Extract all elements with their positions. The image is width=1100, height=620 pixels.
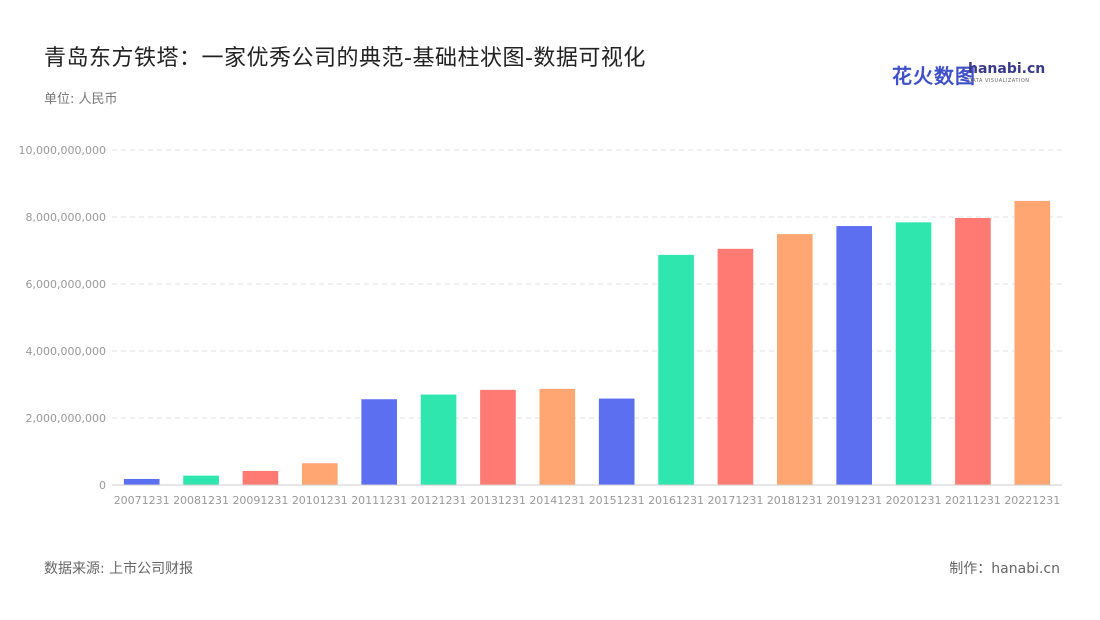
data-source: 数据来源: 上市公司财报 — [44, 561, 194, 577]
bar-20161231[interactable] — [658, 254, 694, 485]
y-tick-label: 2,000,000,000 — [26, 412, 106, 425]
bar-20101231[interactable] — [302, 463, 338, 485]
y-tick-label: 0 — [99, 479, 106, 492]
bar-20111231[interactable] — [361, 399, 397, 485]
x-axis-ticks: 20071231 20081231 20091231 20101231 20111231… — [114, 494, 1061, 507]
x-tick-label: 20161231 — [648, 494, 704, 507]
bar-20151231[interactable] — [598, 398, 635, 485]
x-tick-label: 20181231 — [767, 494, 823, 507]
x-tick-label: 20201231 — [886, 494, 942, 507]
x-tick-label: 20211231 — [945, 494, 1001, 507]
bar-20181231[interactable] — [777, 234, 813, 485]
bar-20121231[interactable] — [420, 394, 457, 485]
y-tick-label: 4,000,000,000 — [26, 345, 106, 358]
bar-20131231[interactable] — [480, 389, 516, 485]
bars — [123, 200, 1051, 486]
bar-20201231[interactable] — [895, 222, 932, 486]
x-tick-label: 20091231 — [232, 494, 288, 507]
chart-title: 青岛东方铁塔：一家优秀公司的典范-基础柱状图-数据可视化 — [44, 46, 646, 71]
x-tick-label: 20111231 — [351, 494, 407, 507]
y-axis-ticks: 0 2,000,000,000 4,000,000,000 6,000,000,000… — [19, 144, 106, 492]
bar-20141231[interactable] — [539, 388, 576, 485]
x-tick-label: 20121231 — [411, 494, 467, 507]
x-tick-label: 20221231 — [1004, 494, 1060, 507]
logo-en-text: hanabi.cn — [968, 61, 1046, 77]
x-tick-label: 20101231 — [292, 494, 348, 507]
x-tick-label: 20191231 — [826, 494, 882, 507]
bar-20211231[interactable] — [955, 218, 991, 485]
x-tick-label: 20151231 — [589, 494, 645, 507]
bar-20191231[interactable] — [836, 226, 872, 486]
y-tick-label: 10,000,000,000 — [19, 144, 106, 157]
x-tick-label: 20171231 — [707, 494, 763, 507]
bar-20221231[interactable] — [1014, 200, 1051, 486]
y-tick-label: 6,000,000,000 — [26, 278, 106, 291]
bar-20091231[interactable] — [242, 470, 279, 485]
credit-link[interactable]: 制作：hanabi.cn — [949, 561, 1060, 577]
unit-label: 单位: 人民币 — [44, 92, 118, 107]
bar-20171231[interactable] — [717, 248, 754, 485]
bar-20071231[interactable] — [123, 478, 160, 485]
brand-logo[interactable]: 花火数图 hanabi.cn DATA VISUALIZATION — [892, 60, 1046, 88]
x-tick-label: 20131231 — [470, 494, 526, 507]
logo-cn-text: 花火数图 — [892, 64, 976, 88]
x-tick-label: 20081231 — [173, 494, 229, 507]
logo-sub-text: DATA VISUALIZATION — [968, 78, 1030, 84]
x-tick-label: 20071231 — [114, 494, 170, 507]
y-tick-label: 8,000,000,000 — [26, 211, 106, 224]
x-tick-label: 20141231 — [529, 494, 585, 507]
bar-20081231[interactable] — [183, 475, 219, 485]
